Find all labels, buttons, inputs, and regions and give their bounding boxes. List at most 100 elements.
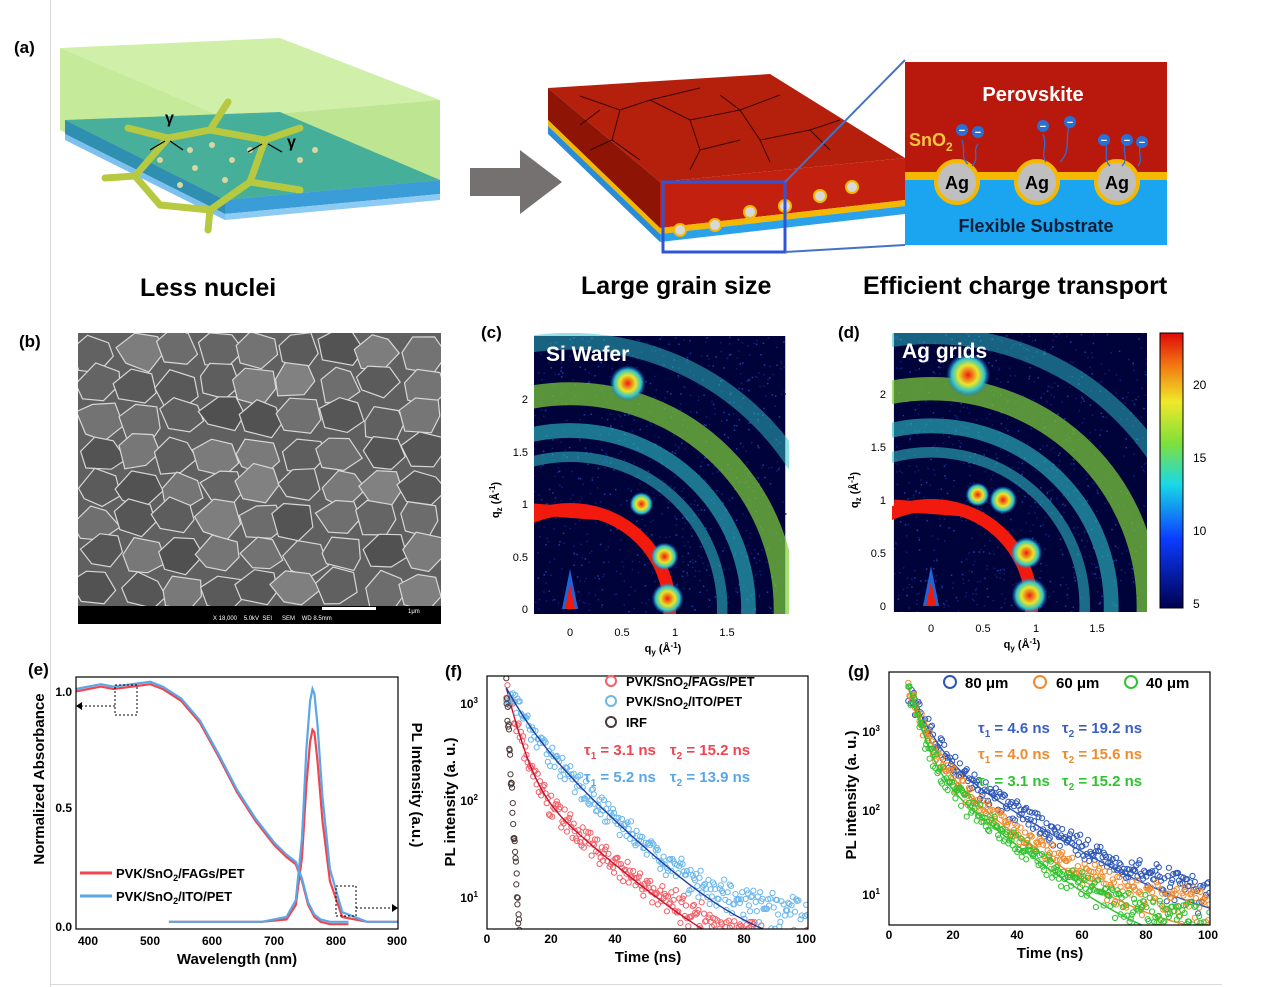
decay-data-point xyxy=(1153,879,1160,886)
giwaxs-noise xyxy=(1010,518,1012,521)
giwaxs-noise xyxy=(942,442,945,444)
giwaxs-noise xyxy=(983,605,986,607)
giwaxs-noise xyxy=(1091,352,1093,354)
colorbar-tick-20: 20 xyxy=(1193,378,1207,392)
chart-g-legend-80um: 80 μm xyxy=(965,675,1008,692)
decay-data-point xyxy=(1175,913,1183,920)
decay-data-point xyxy=(949,779,956,786)
giwaxs-noise xyxy=(993,553,995,556)
giwaxs-noise xyxy=(723,433,726,436)
decay-data-point xyxy=(1109,886,1116,894)
decay-data-point xyxy=(1038,815,1046,822)
giwaxs-noise xyxy=(742,513,744,515)
decay-data-point xyxy=(507,771,514,778)
giwaxs-noise xyxy=(991,487,993,489)
giwaxs-noise xyxy=(1073,572,1075,574)
giwaxs-noise xyxy=(988,615,990,617)
decay-data-point xyxy=(1066,874,1074,881)
giwaxs-noise xyxy=(582,483,584,486)
decay-data-point xyxy=(605,800,612,808)
giwaxs-noise xyxy=(674,534,677,536)
chart-g-xlabel: Time (ns) xyxy=(1017,945,1083,962)
giwaxs-noise xyxy=(1124,571,1127,574)
giwaxs-noise xyxy=(779,367,782,370)
giwaxs-noise xyxy=(966,407,969,409)
giwaxs-noise xyxy=(922,347,924,350)
giwaxs-noise xyxy=(573,501,575,503)
giwaxs-noise xyxy=(716,471,719,473)
giwaxs-noise xyxy=(540,409,543,411)
giwaxs-noise xyxy=(762,615,764,617)
decay-data-point xyxy=(725,939,730,944)
giwaxs-noise xyxy=(574,523,577,525)
giwaxs-noise xyxy=(601,606,603,609)
giwaxs-title-si-wafer: Si Wafer xyxy=(546,343,629,366)
giwaxs-noise xyxy=(746,380,748,383)
chart-e-xtick-800: 800 xyxy=(326,934,346,948)
giwaxs-noise xyxy=(538,494,540,496)
giwaxs-noise xyxy=(581,497,583,499)
giwaxs-noise xyxy=(1007,454,1010,457)
giwaxs-noise xyxy=(939,525,942,527)
decay-data-point xyxy=(770,933,775,938)
giwaxs-noise xyxy=(647,470,650,472)
panel-label-a: (a) xyxy=(14,38,35,57)
decay-data-point xyxy=(926,755,933,762)
giwaxs-noise xyxy=(764,476,766,479)
giwaxs-noise xyxy=(1138,338,1140,340)
giwaxs-noise xyxy=(1101,595,1103,597)
zoom-label-sno2: SnO2 xyxy=(909,130,953,154)
decay-data-point xyxy=(1086,857,1093,865)
giwaxs-noise xyxy=(681,555,684,558)
giwaxs-noise xyxy=(747,544,749,547)
giwaxs-noise xyxy=(601,604,604,606)
giwaxs-noise xyxy=(763,385,765,387)
decay-data-point xyxy=(731,932,736,937)
giwaxs-noise xyxy=(915,490,917,492)
chart-g-xtick-20: 20 xyxy=(946,928,960,942)
giwaxs-noise xyxy=(1074,532,1077,534)
decay-data-point xyxy=(1205,879,1210,886)
giwaxs-noise xyxy=(1044,516,1047,519)
zoom-label-perovskite: Perovskite xyxy=(982,84,1083,106)
decay-data-point xyxy=(780,931,785,936)
decay-data-point xyxy=(524,712,531,719)
chart-e-xtick-400: 400 xyxy=(78,934,98,948)
chart-f-xtick-20: 20 xyxy=(544,932,558,946)
decay-data-point xyxy=(743,887,750,894)
decay-data-point xyxy=(779,952,784,957)
decay-data-point xyxy=(996,835,1003,842)
giwaxs-noise xyxy=(1110,352,1112,354)
arrow-left-icon xyxy=(76,702,82,710)
giwaxs-noise xyxy=(756,339,758,342)
nucleation-box: γ γ xyxy=(60,38,440,234)
giwaxs-noise xyxy=(936,559,938,562)
giwaxs-noise xyxy=(1096,566,1099,568)
giwaxs-noise xyxy=(645,491,648,493)
giwaxs-noise xyxy=(571,470,573,473)
decay-data-point xyxy=(1024,815,1031,823)
decay-data-point xyxy=(634,879,641,886)
giwaxs-noise xyxy=(965,558,968,560)
giwaxs-bragg-spot xyxy=(989,486,1018,514)
decay-data-point xyxy=(1135,860,1142,867)
chart-f-xtick-40: 40 xyxy=(608,932,622,946)
giwaxs-d-xtick-2: 1 xyxy=(1033,623,1039,635)
giwaxs-noise xyxy=(895,543,897,545)
giwaxs-noise xyxy=(970,537,973,540)
giwaxs-noise xyxy=(1140,612,1142,614)
decay-data-point xyxy=(1043,871,1050,879)
giwaxs-noise xyxy=(1021,472,1023,475)
decay-data-point xyxy=(505,726,513,733)
giwaxs-noise xyxy=(717,615,719,617)
giwaxs-noise xyxy=(738,583,740,586)
decay-data-point xyxy=(1074,879,1082,886)
sem-grain xyxy=(122,536,168,574)
giwaxs-noise xyxy=(1077,613,1079,615)
giwaxs-noise xyxy=(595,353,597,356)
giwaxs-noise xyxy=(986,568,989,571)
decay-data-point xyxy=(517,941,522,946)
giwaxs-noise xyxy=(1005,335,1008,337)
giwaxs-noise xyxy=(701,461,703,464)
giwaxs-noise xyxy=(941,416,944,419)
